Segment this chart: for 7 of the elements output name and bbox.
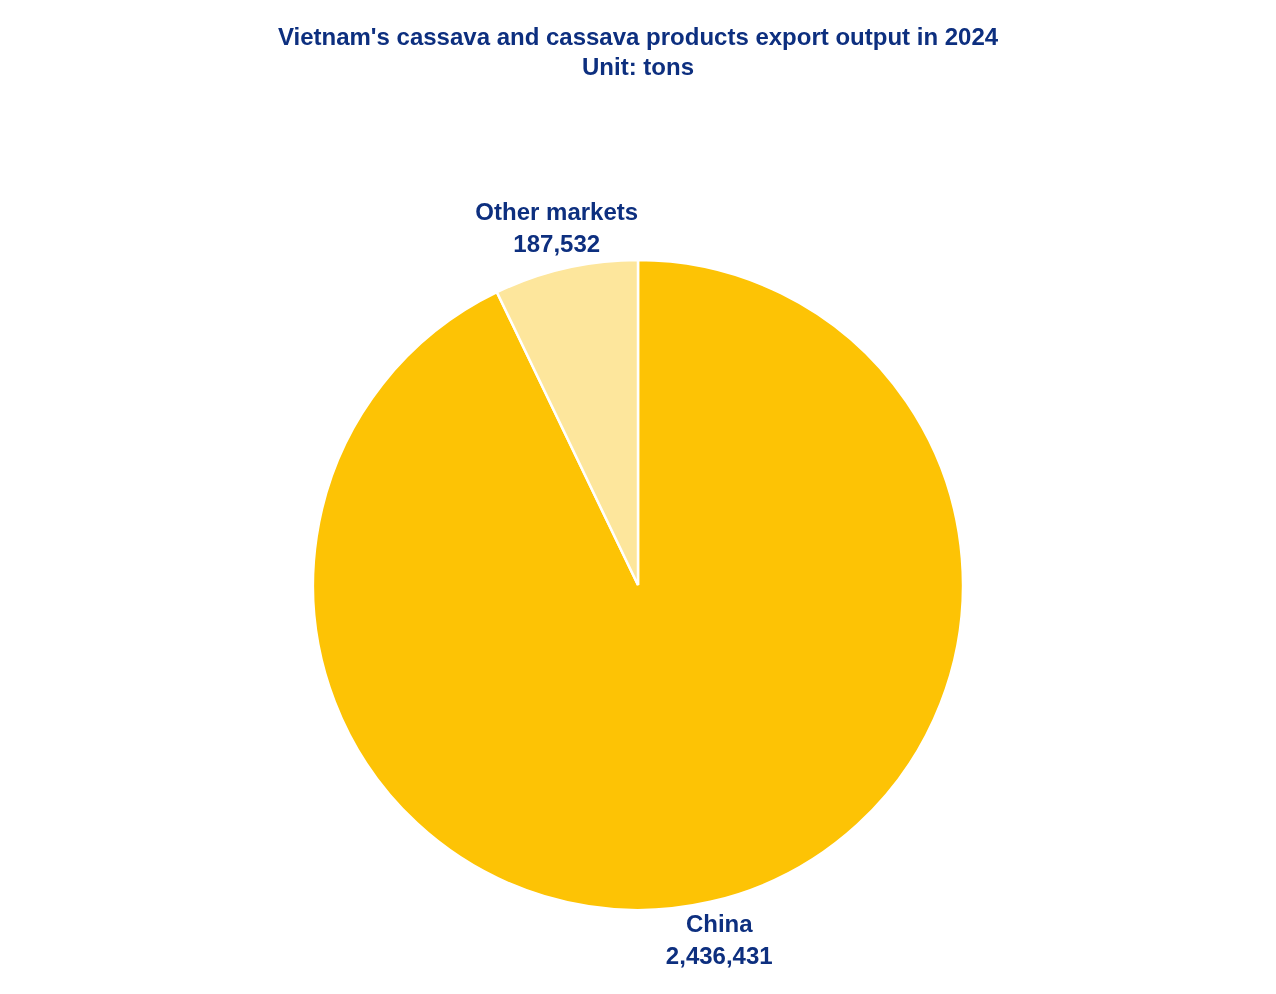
chart-subtitle: Unit: tons [582, 53, 694, 80]
slice-label: China [685, 909, 754, 937]
slice-label: Other markets [475, 198, 639, 226]
data-label: 2,436,431 [665, 941, 773, 969]
data-label: 187,532 [513, 230, 601, 258]
chart-title: Vietnam's cassava and cassava products export output in 2024 [277, 23, 999, 50]
pie-slice [312, 258, 965, 912]
